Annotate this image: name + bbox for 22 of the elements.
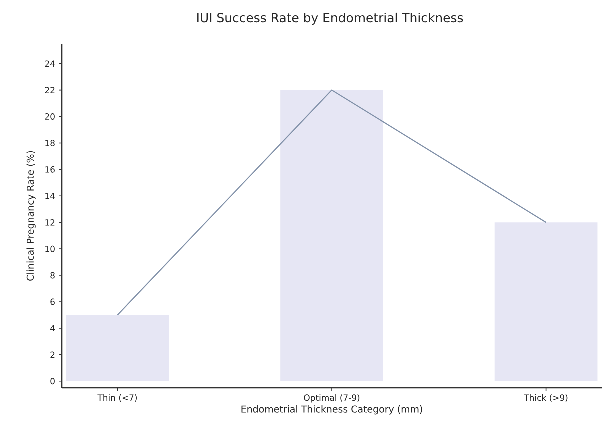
y-tick-label: 16 <box>46 166 55 173</box>
y-tick-label: 18 <box>46 140 55 146</box>
x-tick-label: Thin (<7) <box>98 394 138 402</box>
y-tick-label: 0 <box>50 378 55 385</box>
bar <box>494 222 598 382</box>
y-tick-label: 22 <box>45 87 55 94</box>
chart-title: IUI Success Rate by Endometrial Thickness <box>198 12 464 26</box>
x-tick-label: Optimal (7-9) <box>304 394 360 403</box>
y-tick-label: 2 <box>50 352 55 358</box>
y-tick-label: 4 <box>50 325 56 332</box>
y-tick-label: 20 <box>45 114 55 120</box>
y-tick-label: 14 <box>46 193 56 200</box>
bar <box>66 315 170 382</box>
x-axis-title: Endometrial Thickness Category (mm) <box>242 406 422 415</box>
x-tick-label: Thick (>9) <box>524 394 568 402</box>
y-axis-title: Clinical Pregnancy Rate (%) <box>26 151 36 281</box>
y-tick-label: 10 <box>46 246 55 252</box>
y-tick-label: 24 <box>45 60 56 67</box>
bar <box>280 90 384 382</box>
y-tick-label: 8 <box>50 272 55 279</box>
y-tick-label: 6 <box>50 298 55 306</box>
y-tick-label: 12 <box>46 219 55 226</box>
